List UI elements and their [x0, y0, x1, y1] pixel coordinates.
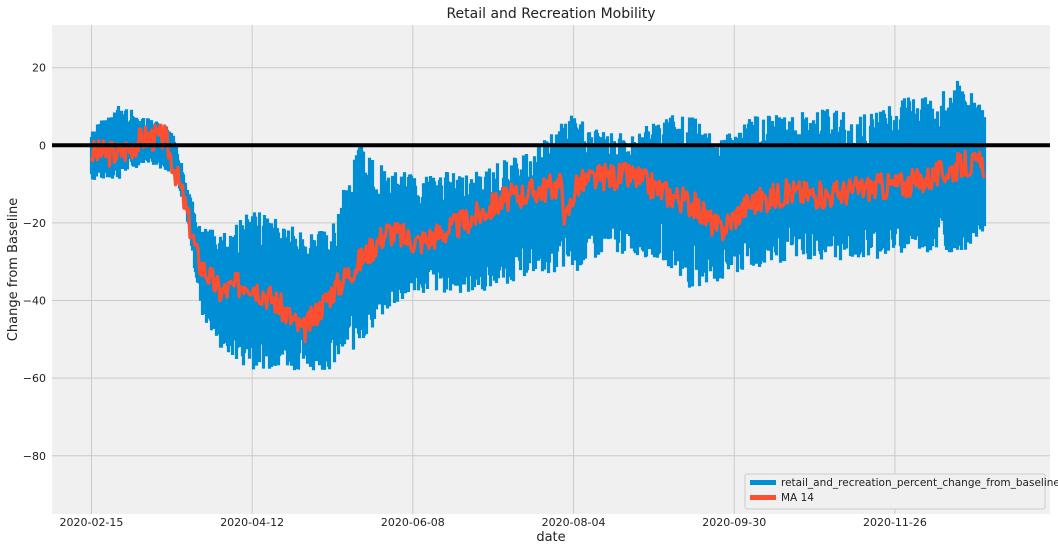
x-tick-label: 2020-08-04 [542, 516, 606, 529]
y-tick-label: −60 [23, 372, 46, 385]
legend-entry-ma14: MA 14 [781, 492, 814, 504]
series-lines [90, 123, 986, 343]
y-tick-label: −40 [23, 295, 46, 308]
legend-box [744, 473, 1046, 510]
series-ma14-line [90, 123, 986, 343]
y-tick-label: 0 [39, 139, 46, 152]
legend-entry-retail: retail_and_recreation_percent_change_fro… [781, 477, 1058, 489]
x-tick-label: 2020-09-30 [702, 516, 766, 529]
x-axis-label: date [536, 530, 565, 545]
x-tick-label: 2020-06-08 [381, 516, 445, 529]
y-tick-label: −80 [23, 450, 46, 463]
y-tick-label: 20 [32, 62, 46, 75]
y-axis-label: Change from Baseline [6, 198, 21, 341]
x-tick-label: 2020-11-26 [863, 516, 927, 529]
x-tick-label: 2020-04-12 [220, 516, 284, 529]
legend-swatch-retail [750, 480, 776, 485]
x-tick-label: 2020-02-15 [60, 516, 124, 529]
y-tick-label: −20 [23, 217, 46, 230]
tick-labels: 2020-02-15 2020-04-12 2020-06-08 2020-08-04… [23, 62, 927, 529]
chart-title: Retail and Recreation Mobility [446, 6, 655, 22]
legend-swatch-ma14 [750, 495, 776, 500]
legend: retail_and_recreation_percent_change_fro… [744, 473, 1058, 510]
